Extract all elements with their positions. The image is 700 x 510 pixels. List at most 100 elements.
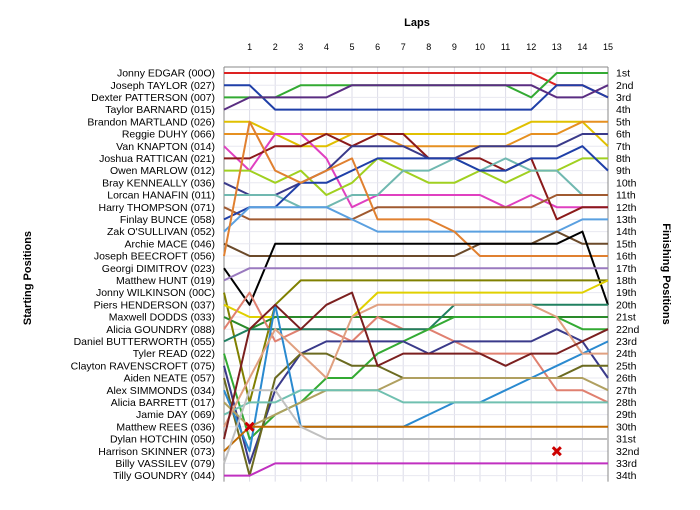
- finishing-position-label: 29th: [616, 409, 637, 421]
- lap-tick-labels: 1 2 3 4 5 6 7 8 9 10 11 12 13 14 15: [247, 42, 613, 52]
- driver-position-line: [223, 291, 609, 440]
- driver-position-line: [223, 84, 609, 111]
- retirement-cross-stroke: [551, 446, 562, 457]
- chart-title: Laps: [404, 17, 430, 29]
- starting-position-label: Joseph TAYLOR (027): [111, 80, 215, 92]
- retirement-marker: [551, 446, 562, 457]
- lap-tick-label: 9: [452, 42, 457, 52]
- finishing-position-labels: 1st2nd3rd4th5th6th7th8th9th10th11th12th1…: [616, 68, 640, 483]
- lap-tick-label: 3: [298, 42, 303, 52]
- finishing-position-label: 13th: [616, 214, 637, 226]
- finishing-position-label: 9th: [616, 165, 631, 177]
- starting-position-label: Joseph BEECROFT (056): [94, 251, 215, 263]
- driver-position-line: [223, 194, 608, 221]
- starting-position-label: Matthew REES (036): [116, 421, 215, 433]
- lap-tick-label: 13: [552, 42, 562, 52]
- driver-position-line: [223, 206, 608, 233]
- starting-position-label: Joshua RATTICAN (021): [99, 153, 215, 165]
- finishing-position-label: 23rd: [616, 336, 637, 348]
- starting-position-label: Jamie DAY (069): [136, 409, 215, 421]
- finishing-position-label: 11th: [616, 190, 636, 202]
- lap-tick-label: 12: [526, 42, 536, 52]
- lap-tick-label: 2: [273, 42, 278, 52]
- finishing-position-label: 32nd: [616, 446, 640, 458]
- starting-position-label: Billy VASSILEV (079): [115, 458, 215, 470]
- finishing-position-label: 12th: [616, 202, 637, 214]
- finishing-position-label: 8th: [616, 153, 631, 165]
- driver-position-line: [224, 84, 609, 111]
- finishing-position-label: 17th: [616, 263, 637, 275]
- driver-position-line: [224, 120, 609, 148]
- starting-position-label: Harrison SKINNER (073): [98, 446, 215, 458]
- driver-position-line: [223, 303, 609, 453]
- finishing-position-label: 14th: [616, 226, 637, 238]
- finishing-position-label: 18th: [616, 275, 637, 287]
- retirement-marker: [244, 421, 255, 432]
- starting-position-label: Tilly GOUNDRY (044): [113, 470, 215, 482]
- finishing-position-label: 34th: [616, 470, 637, 482]
- driver-position-line: [224, 72, 609, 99]
- finishing-position-label: 21st: [616, 312, 636, 324]
- lap-tick-label: 11: [501, 42, 510, 52]
- starting-position-label: Matthew HUNT (019): [116, 275, 215, 287]
- finishing-position-label: 4th: [616, 104, 631, 116]
- driver-position-line: [223, 389, 608, 416]
- driver-position-line: [224, 157, 608, 209]
- lap-tick-label: 6: [375, 42, 380, 52]
- starting-position-label: Bray KENNEALLY (036): [102, 177, 215, 189]
- finishing-position-label: 19th: [616, 287, 637, 299]
- starting-position-label: Jonny WILKINSON (00C): [96, 287, 215, 299]
- finishing-position-label: 6th: [616, 129, 631, 141]
- finishing-position-label: 2nd: [616, 80, 634, 92]
- starting-position-label: Brandon MARTLAND (026): [87, 116, 215, 128]
- starting-position-label: Alicia GOUNDRY (088): [106, 324, 215, 336]
- starting-position-label: Lorcan HANAFIN (011): [107, 190, 215, 202]
- starting-position-label: Dexter PATTERSON (007): [91, 92, 215, 104]
- lap-tick-label: 14: [577, 42, 587, 52]
- driver-position-line: [223, 279, 608, 404]
- starting-position-label: Georgi DIMITROV (023): [102, 263, 215, 275]
- driver-position-line: [223, 230, 608, 257]
- starting-position-label: Dylan HOTCHIN (050): [110, 434, 215, 446]
- starting-position-label: Piers HENDERSON (037): [94, 299, 215, 311]
- starting-position-label: Harry THOMPSON (071): [99, 202, 216, 214]
- finishing-position-label: 15th: [616, 238, 637, 250]
- driver-position-line: [223, 267, 608, 282]
- finishing-position-label: 20th: [616, 299, 637, 311]
- driver-position-line: [223, 145, 609, 221]
- starting-position-label: Owen MARLOW (012): [110, 165, 215, 177]
- finishing-position-label: 24th: [616, 348, 637, 360]
- lap-tick-label: 10: [475, 42, 485, 52]
- driver-position-line: [223, 230, 609, 306]
- finishing-position-label: 33rd: [616, 458, 637, 470]
- finishing-position-label: 22nd: [616, 324, 640, 336]
- finishing-position-label: 26th: [616, 373, 637, 385]
- starting-position-label: Tyler READ (022): [133, 348, 215, 360]
- starting-position-label: Daniel BUTTERWORTH (055): [74, 336, 215, 348]
- finishing-position-label: 28th: [616, 397, 637, 409]
- driver-position-line: [224, 133, 608, 221]
- finishing-position-label: 5th: [616, 116, 631, 128]
- finishing-position-label: 1st: [616, 68, 630, 80]
- starting-position-label: Taylor BARNARD (015): [105, 104, 215, 116]
- starting-position-label: Clayton RAVENSCROFT (075): [71, 360, 215, 372]
- starting-position-label: Finlay BUNCE (058): [120, 214, 215, 226]
- starting-position-label: Alicia BARRETT (017): [111, 397, 215, 409]
- finishing-position-label: 31st: [616, 434, 636, 446]
- driver-position-line: [223, 303, 608, 343]
- lap-tick-label: 1: [247, 42, 252, 52]
- driver-position-line: [223, 303, 608, 428]
- finishing-position-label: 7th: [616, 141, 631, 153]
- retirement-markers: [244, 421, 562, 457]
- starting-position-label: Reggie DUHY (066): [122, 129, 215, 141]
- starting-position-label: Jonny EDGAR (00O): [117, 68, 215, 80]
- lap-tick-label: 4: [324, 42, 329, 52]
- starting-position-label: Aiden NEATE (057): [124, 373, 215, 385]
- driver-position-line: [223, 120, 608, 257]
- y-axis-left-label: Starting Positions: [22, 231, 34, 325]
- driver-position-line: [223, 425, 608, 452]
- lap-tick-label: 8: [426, 42, 431, 52]
- finishing-position-label: 3rd: [616, 92, 631, 104]
- starting-position-label: Zak O'SULLIVAN (052): [107, 226, 215, 238]
